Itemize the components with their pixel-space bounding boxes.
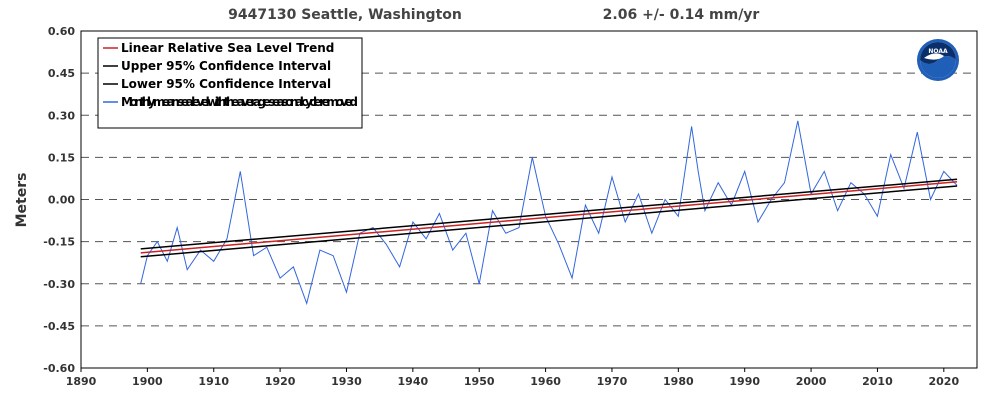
y-axis-label: Meters	[14, 173, 30, 228]
legend-label-trend: Linear Relative Sea Level Trend	[121, 41, 334, 55]
y-tick--0.45: -0.45	[43, 320, 75, 333]
series-lower-ci-line	[140, 185, 958, 258]
x-tick-1970: 1970	[597, 375, 628, 388]
chart-subtitle: 2.06 +/- 0.14 mm/yr	[603, 7, 760, 23]
x-tick-marks	[80, 368, 945, 372]
noaa-logo-gull	[924, 53, 944, 60]
series-upper-ci-line	[140, 178, 958, 250]
y-tick-0.00: 0.00	[48, 194, 75, 207]
noaa-logo: NOAA	[917, 39, 959, 81]
plot-frame	[80, 30, 978, 369]
legend-label-monthly: Monthly mean sea level with the average …	[121, 95, 358, 109]
series-monthly-line	[140, 120, 958, 306]
x-tick-1940: 1940	[398, 375, 429, 388]
series-layer	[140, 120, 958, 306]
legend-label-lower: Lower 95% Confidence Interval	[121, 77, 331, 91]
y-tick--0.15: -0.15	[43, 236, 75, 249]
x-tick-2000: 2000	[796, 375, 827, 388]
x-tick-1950: 1950	[464, 375, 495, 388]
x-tick-1980: 1980	[663, 375, 694, 388]
y-tick-labels: 0.60 0.45 0.30 0.15 0.00 -0.15 -0.30 -0.45 -0.60	[43, 25, 75, 375]
grid-lines	[81, 72, 977, 327]
y-tick-0.15: 0.15	[48, 151, 75, 164]
x-tick-1930: 1930	[331, 375, 362, 388]
x-tick-1960: 1960	[530, 375, 561, 388]
noaa-logo-text: NOAA	[928, 48, 948, 55]
y-tick-0.45: 0.45	[48, 67, 75, 80]
x-tick-2010: 2010	[862, 375, 893, 388]
legend-box	[97, 37, 363, 129]
y-tick--0.60: -0.60	[43, 362, 75, 375]
x-tick-labels: 1890 1900 1910 1920 1930 1940 1950 1960 1970 1980…	[66, 375, 960, 388]
series-trend-line	[140, 181, 958, 254]
x-tick-2020: 2020	[929, 375, 960, 388]
y-tick-0.30: 0.30	[48, 109, 75, 122]
x-tick-1920: 1920	[265, 375, 296, 388]
x-tick-1890: 1890	[66, 375, 97, 388]
chart-title: 9447130 Seattle, Washington	[228, 7, 462, 23]
noaa-logo-wave	[920, 56, 956, 78]
y-tick--0.30: -0.30	[43, 278, 75, 291]
legend: Linear Relative Sea Level Trend Upper 95…	[97, 37, 363, 129]
y-tick-0.60: 0.60	[48, 25, 75, 38]
x-tick-1910: 1910	[198, 375, 229, 388]
legend-label-upper: Upper 95% Confidence Interval	[121, 59, 331, 73]
x-tick-1900: 1900	[132, 375, 163, 388]
x-tick-1990: 1990	[729, 375, 760, 388]
